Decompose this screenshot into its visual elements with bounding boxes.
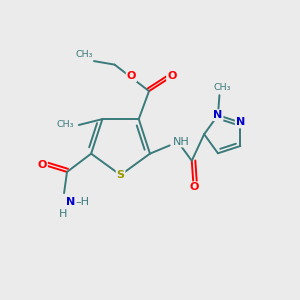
Text: CH₃: CH₃ xyxy=(57,121,74,130)
Text: O: O xyxy=(167,71,176,81)
Text: NH: NH xyxy=(172,137,189,147)
Text: O: O xyxy=(189,182,199,192)
Text: S: S xyxy=(117,170,124,180)
Text: N: N xyxy=(236,118,245,128)
Text: H: H xyxy=(58,209,67,219)
Text: N: N xyxy=(213,110,223,120)
Text: O: O xyxy=(38,160,47,170)
Text: –H: –H xyxy=(75,197,89,207)
Text: CH₃: CH₃ xyxy=(75,50,92,59)
Text: O: O xyxy=(127,71,136,81)
Text: N: N xyxy=(66,197,76,207)
Text: CH₃: CH₃ xyxy=(213,82,230,91)
